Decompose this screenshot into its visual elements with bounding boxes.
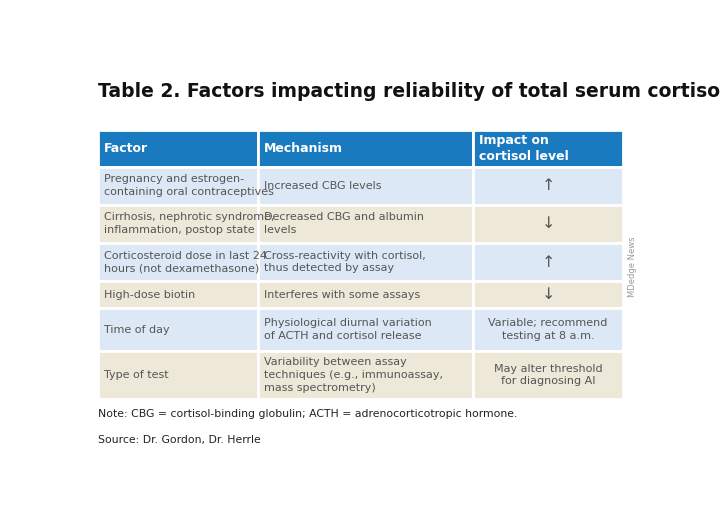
Text: Type of test: Type of test [104,370,168,380]
FancyBboxPatch shape [474,205,623,243]
Text: ↑: ↑ [541,254,555,270]
Text: Source: Dr. Gordon, Dr. Herrle: Source: Dr. Gordon, Dr. Herrle [99,436,261,445]
FancyBboxPatch shape [99,308,258,351]
FancyBboxPatch shape [474,308,623,351]
Text: Physiological diurnal variation
of ACTH and cortisol release: Physiological diurnal variation of ACTH … [264,318,432,341]
FancyBboxPatch shape [258,281,474,308]
FancyBboxPatch shape [258,205,474,243]
FancyBboxPatch shape [474,130,623,167]
FancyBboxPatch shape [474,167,623,205]
FancyBboxPatch shape [258,167,474,205]
Text: Increased CBG levels: Increased CBG levels [264,181,382,191]
Text: High-dose biotin: High-dose biotin [104,290,195,300]
Text: Time of day: Time of day [104,325,170,335]
Text: Variability between assay
techniques (e.g., immunoassay,
mass spectrometry): Variability between assay techniques (e.… [264,357,443,393]
Text: Corticosteroid dose in last 24
hours (not dexamethasone): Corticosteroid dose in last 24 hours (no… [104,251,267,274]
FancyBboxPatch shape [258,308,474,351]
Text: ↑: ↑ [541,178,555,193]
Text: Table 2. Factors impacting reliability of total serum cortisol testing: Table 2. Factors impacting reliability o… [99,82,720,101]
FancyBboxPatch shape [99,167,258,205]
FancyBboxPatch shape [258,243,474,281]
Text: May alter threshold
for diagnosing AI: May alter threshold for diagnosing AI [494,363,603,386]
FancyBboxPatch shape [99,205,258,243]
Text: Decreased CBG and albumin
levels: Decreased CBG and albumin levels [264,212,424,235]
Text: ↓: ↓ [541,216,555,231]
FancyBboxPatch shape [474,281,623,308]
Text: Mechanism: Mechanism [264,142,343,155]
Text: Cross-reactivity with cortisol,
thus detected by assay: Cross-reactivity with cortisol, thus det… [264,251,426,274]
Text: ↓: ↓ [541,287,555,302]
FancyBboxPatch shape [474,243,623,281]
Text: Interferes with some assays: Interferes with some assays [264,290,420,300]
Text: Note: CBG = cortisol-binding globulin; ACTH = adrenocorticotropic hormone.: Note: CBG = cortisol-binding globulin; A… [99,409,518,419]
Text: Variable; recommend
testing at 8 a.m.: Variable; recommend testing at 8 a.m. [488,318,608,341]
FancyBboxPatch shape [258,351,474,399]
FancyBboxPatch shape [99,351,258,399]
Text: Factor: Factor [104,142,148,155]
Text: Impact on
cortisol level: Impact on cortisol level [479,134,569,163]
Text: MDedge News: MDedge News [628,237,637,297]
FancyBboxPatch shape [99,243,258,281]
FancyBboxPatch shape [474,351,623,399]
FancyBboxPatch shape [258,130,474,167]
FancyBboxPatch shape [99,281,258,308]
Text: Pregnancy and estrogen-
containing oral contraceptives: Pregnancy and estrogen- containing oral … [104,174,274,197]
FancyBboxPatch shape [99,130,258,167]
Text: Cirrhosis, nephrotic syndrome,
inflammation, postop state: Cirrhosis, nephrotic syndrome, inflammat… [104,212,274,235]
